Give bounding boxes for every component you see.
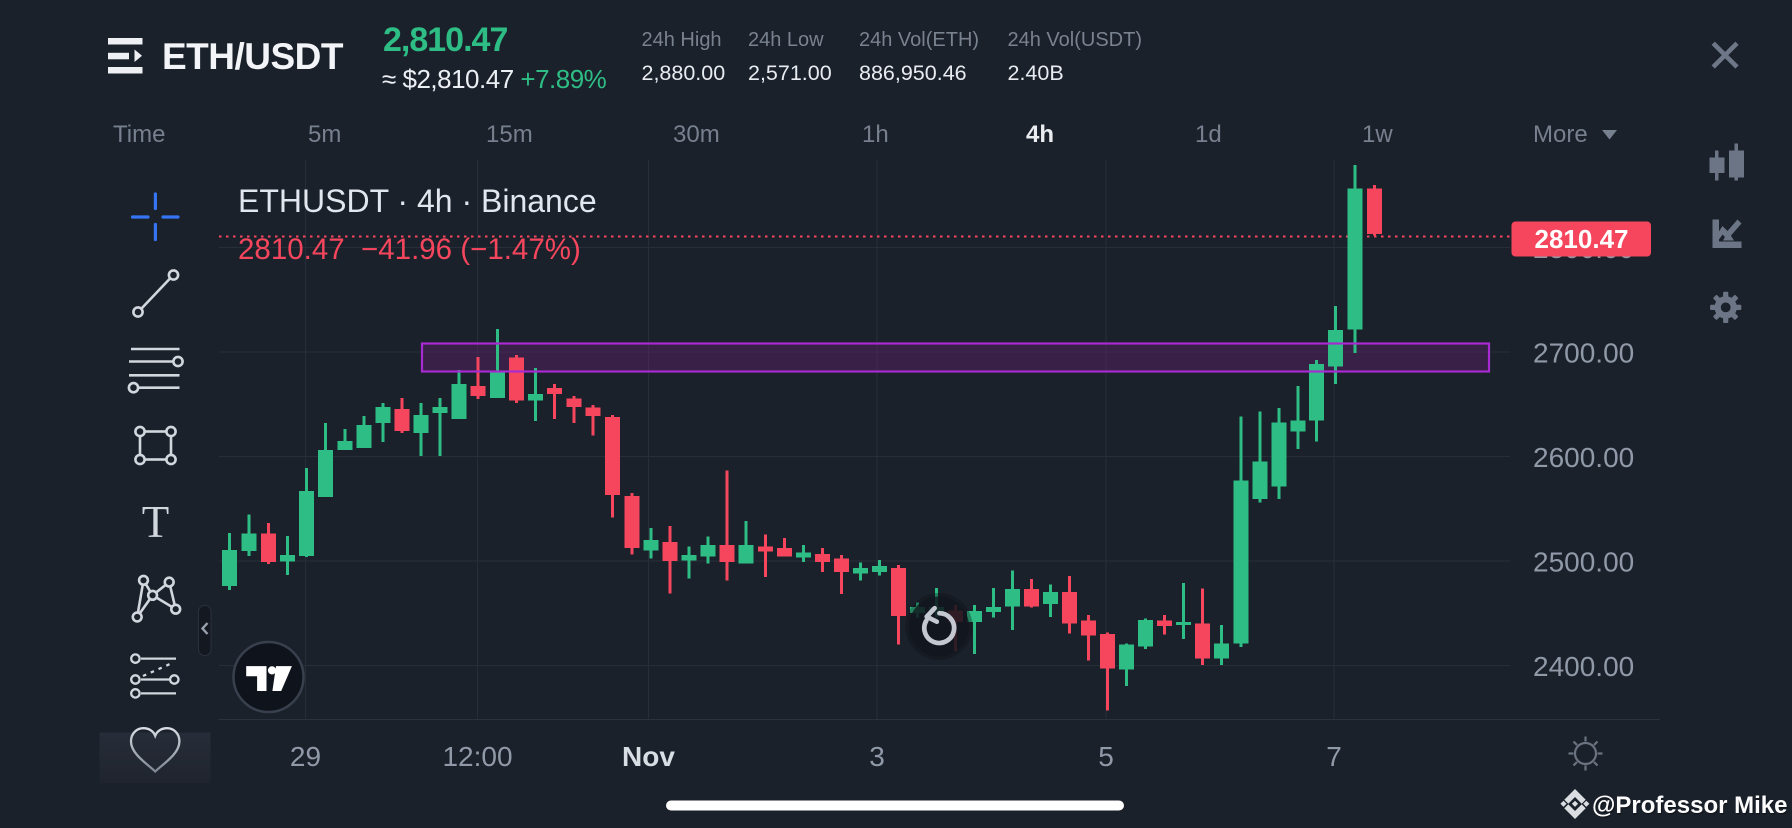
svg-text:24h Vol(USDT): 24h Vol(USDT) <box>1008 29 1143 51</box>
svg-text:2,810.47: 2,810.47 <box>383 21 507 59</box>
svg-text:24h High: 24h High <box>642 29 722 51</box>
svg-text:2400.00: 2400.00 <box>1533 651 1634 682</box>
svg-text:1h: 1h <box>862 121 889 148</box>
svg-text:15m: 15m <box>486 121 533 148</box>
svg-text:Time: Time <box>113 121 165 148</box>
svg-text:12:00: 12:00 <box>442 741 512 772</box>
svg-text:5m: 5m <box>308 121 341 148</box>
svg-text:2600.00: 2600.00 <box>1533 442 1634 473</box>
svg-text:2810.47: 2810.47 <box>1535 224 1629 254</box>
svg-text:More: More <box>1533 121 1588 148</box>
svg-text:Nov: Nov <box>622 741 675 772</box>
svg-text:5: 5 <box>1098 741 1114 772</box>
svg-text:3: 3 <box>869 741 885 772</box>
svg-text:2500.00: 2500.00 <box>1533 546 1634 577</box>
svg-text:2,880.00: 2,880.00 <box>642 61 726 85</box>
svg-text:30m: 30m <box>673 121 720 148</box>
svg-text:1d: 1d <box>1195 121 1222 148</box>
svg-text:24h Vol(ETH): 24h Vol(ETH) <box>859 29 979 51</box>
svg-text:886,950.46: 886,950.46 <box>859 61 967 85</box>
svg-text:@Professor Mike: @Professor Mike <box>1593 794 1788 821</box>
svg-text:24h Low: 24h Low <box>748 29 824 51</box>
svg-text:29: 29 <box>290 741 321 772</box>
svg-text:2810.47 −41.96 (−1.47%): 2810.47 −41.96 (−1.47%) <box>238 233 581 266</box>
svg-text:T: T <box>142 497 170 547</box>
svg-text:@Professor Mike: @Professor Mike <box>1592 792 1787 819</box>
svg-text:ETHUSDT · 4h · Binance: ETHUSDT · 4h · Binance <box>238 183 597 219</box>
svg-text:ETH/USDT: ETH/USDT <box>162 36 344 77</box>
svg-text:2700.00: 2700.00 <box>1533 337 1634 368</box>
svg-text:1w: 1w <box>1362 121 1393 148</box>
svg-text:≈ $2,810.47 +7.89%: ≈ $2,810.47 +7.89% <box>382 64 607 94</box>
svg-text:2,571.00: 2,571.00 <box>748 61 832 85</box>
svg-text:4h: 4h <box>1026 121 1054 148</box>
svg-text:2.40B: 2.40B <box>1008 61 1064 85</box>
svg-text:7: 7 <box>1326 741 1342 772</box>
